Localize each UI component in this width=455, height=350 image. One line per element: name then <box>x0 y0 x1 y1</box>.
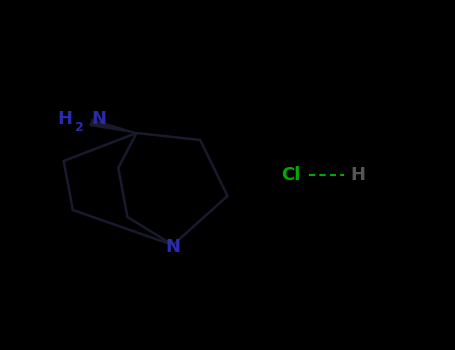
Text: N: N <box>166 238 180 256</box>
Text: H: H <box>58 110 73 128</box>
Polygon shape <box>90 119 136 133</box>
Text: Cl: Cl <box>281 166 300 184</box>
Text: N: N <box>91 110 106 128</box>
Text: H: H <box>350 166 365 184</box>
Text: 2: 2 <box>75 121 84 134</box>
